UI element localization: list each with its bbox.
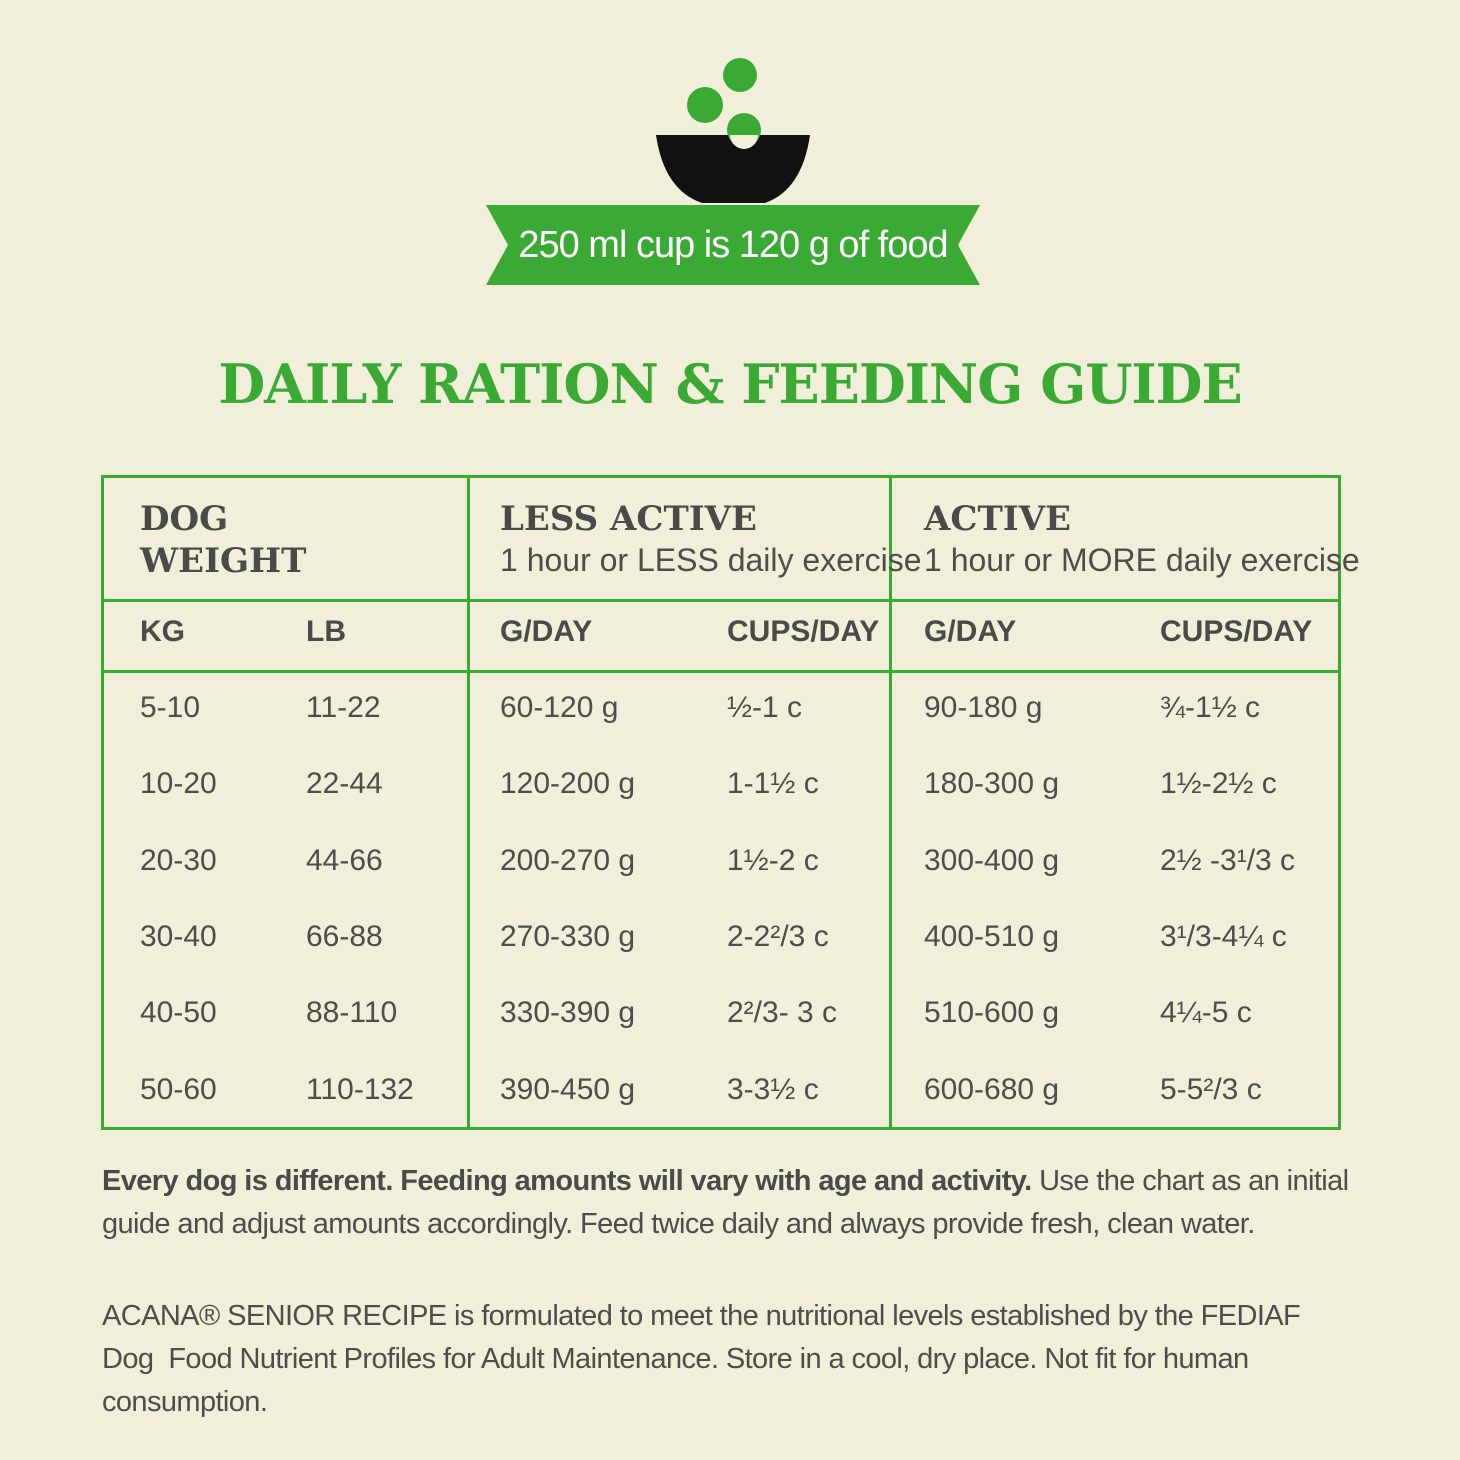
table-cell: 330-390 g [500, 996, 636, 1030]
divider [467, 478, 470, 1127]
table-cell: ½-1 c [727, 691, 803, 724]
group-title: DOG WEIGHT [140, 499, 307, 581]
column-header: G/DAY [924, 615, 1017, 648]
group-title: ACTIVE [924, 499, 1071, 539]
table-cell: 510-600 g [924, 996, 1060, 1030]
table-cell: 44-66 [306, 843, 383, 877]
table-cell: 1½-2½ c [1160, 767, 1277, 801]
table-cell: 90-180 g [924, 691, 1043, 724]
table-cell: 10-20 [140, 767, 217, 801]
table-cell: 400-510 g [924, 919, 1060, 953]
table-cell: 5-5²/3 c [1160, 1072, 1262, 1106]
table-cell: 120-200 g [500, 767, 636, 801]
group-title: LESS ACTIVE [500, 499, 757, 539]
note-text: Use the chart as an initial guide and ad… [102, 1165, 1349, 1240]
bowl-banner-graphic [486, 58, 980, 285]
table-cell: 2½ -3¹/3 c [1160, 843, 1296, 877]
table-cell: 200-270 g [500, 843, 636, 877]
note: Every dog is different. Feeding amounts … [102, 1160, 1352, 1246]
table-cell: 11-22 [306, 691, 381, 724]
table-cell: 3-3½ c [727, 1072, 819, 1106]
banner-text: 250 ml cup is 120 g of food [518, 224, 948, 266]
table-cell: 50-60 [140, 1072, 217, 1106]
column-header: KG [140, 615, 185, 648]
column-header: CUPS/DAY [727, 615, 880, 648]
table-cell: 22-44 [306, 767, 383, 801]
disclaimer: ACANA® SENIOR RECIPE is formulated to me… [102, 1300, 1308, 1418]
table-cell: 270-330 g [500, 919, 636, 953]
table-cell: 20-30 [140, 843, 217, 877]
table-cell: 88-110 [306, 996, 398, 1030]
divider [104, 599, 1338, 602]
table-cell: 2²/3- 3 c [727, 996, 838, 1030]
divider [104, 670, 1338, 673]
table-cell: 110-132 [306, 1072, 414, 1106]
table-cell: 1½-2 c [727, 843, 819, 877]
table-cell: 66-88 [306, 919, 383, 953]
table-cell: 2-2²/3 c [727, 919, 829, 953]
table-cell: 600-680 g [924, 1072, 1060, 1106]
table-cell: 30-40 [140, 919, 217, 953]
table-cell: 390-450 g [500, 1072, 636, 1106]
table-cell: ¾-1½ c [1160, 691, 1261, 724]
table-cell: 40-50 [140, 996, 217, 1030]
table-cell: 3¹/3-4¼ c [1160, 919, 1287, 953]
table-cell: 5-10 [140, 691, 201, 724]
group-subtitle: 1 hour or LESS daily exercise [500, 542, 922, 578]
note-bold: Every dog is different. Feeding amounts … [102, 1165, 1032, 1197]
table-cell: 1-1½ c [727, 767, 819, 801]
group-subtitle: 1 hour or MORE daily exercise [924, 542, 1360, 578]
column-header: CUPS/DAY [1160, 615, 1313, 648]
divider [889, 478, 892, 1127]
feeding-table: DOG WEIGHT LESS ACTIVE 1 hour or LESS dail… [101, 475, 1360, 1130]
table-cell: 180-300 g [924, 767, 1060, 801]
column-header: LB [306, 615, 346, 648]
table-cell: 60-120 g [500, 691, 619, 724]
table-cell: 4¼-5 c [1160, 996, 1252, 1030]
table-cell: 300-400 g [924, 843, 1060, 877]
title: DAILY RATION & FEEDING GUIDE [218, 352, 1242, 416]
column-header: G/DAY [500, 615, 593, 648]
